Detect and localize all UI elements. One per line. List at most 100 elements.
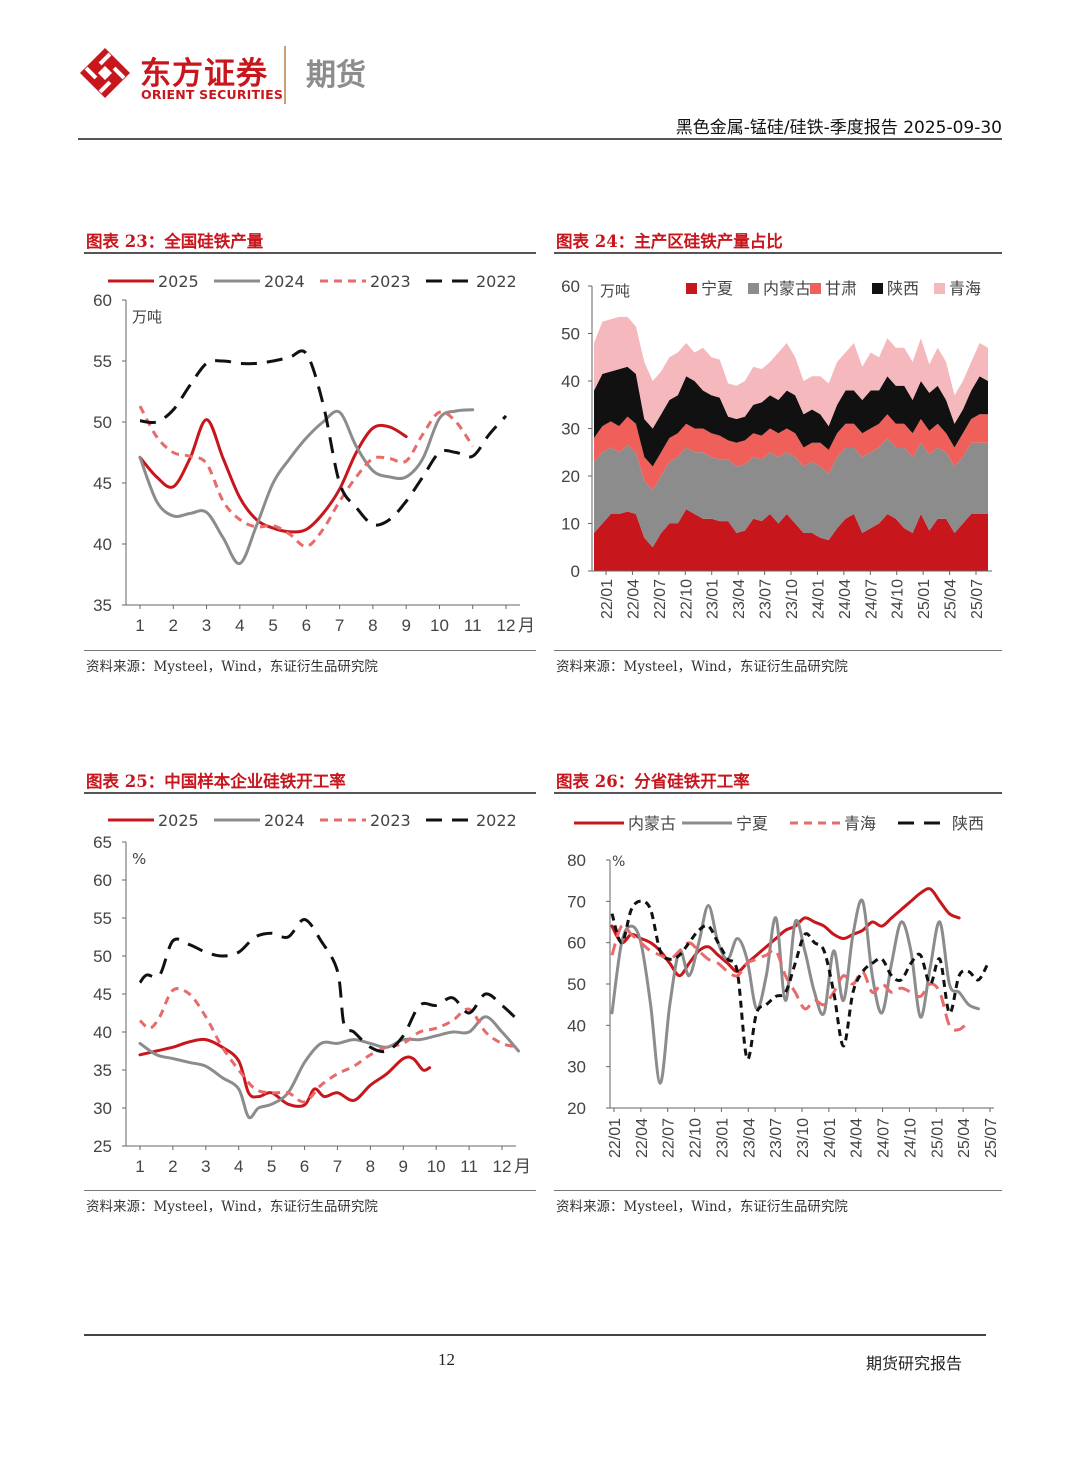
x-tick-label-0-1: 2 bbox=[169, 616, 178, 635]
y-tick-label-2-3: 40 bbox=[93, 1023, 112, 1042]
legend-label-2-3: 2022 bbox=[476, 811, 517, 830]
x-tick-label-2-9: 10 bbox=[427, 1157, 446, 1176]
stacked-area-1-3 bbox=[594, 366, 988, 467]
legend-swatch-1-4 bbox=[934, 283, 945, 294]
x-tick-label-1-5: 23/04 bbox=[731, 579, 748, 619]
legend-label-1-2: 甘肃 bbox=[825, 279, 857, 298]
figure-24-source: 资料来源：Mysteel，Wind，东证衍生品研究院 bbox=[556, 659, 848, 675]
x-tick-label-3-11: 24/10 bbox=[902, 1118, 919, 1158]
x-tick-label-3-9: 24/04 bbox=[849, 1118, 866, 1158]
x-tick-label-0-9: 10 bbox=[430, 616, 449, 635]
figure-23-bottom-rule bbox=[84, 650, 536, 651]
footer-label: 期货研究报告 bbox=[865, 1354, 962, 1373]
figure-23-source: 资料来源：Mysteel，Wind，东证衍生品研究院 bbox=[86, 659, 378, 675]
x-tick-label-1-4: 23/01 bbox=[705, 579, 722, 619]
x-tick-label-0-0: 1 bbox=[135, 616, 144, 635]
series-line-0-0 bbox=[138, 418, 408, 534]
x-tick-label-0-7: 8 bbox=[368, 616, 377, 635]
x-tick-label-1-12: 25/01 bbox=[916, 579, 933, 619]
figure-23-top-rule bbox=[84, 252, 536, 254]
x-tick-label-0-4: 5 bbox=[268, 616, 277, 635]
x-tick-label-3-0: 22/01 bbox=[607, 1118, 624, 1158]
x-tick-label-3-4: 23/01 bbox=[714, 1118, 731, 1158]
y-axis-unit-3: % bbox=[612, 854, 625, 870]
figure-24-top-rule bbox=[554, 252, 1002, 254]
legend-label-0-0: 2025 bbox=[158, 272, 199, 291]
y-tick-label-0-5: 60 bbox=[93, 291, 112, 310]
x-tick-label-2-8: 9 bbox=[399, 1157, 408, 1176]
y-tick-label-3-0: 20 bbox=[567, 1099, 586, 1118]
legend-label-1-3: 陕西 bbox=[887, 279, 919, 298]
y-tick-label-2-1: 30 bbox=[93, 1099, 112, 1118]
legend-label-3-2: 青海 bbox=[844, 814, 876, 833]
x-tick-label-1-1: 22/04 bbox=[625, 579, 642, 619]
x-tick-label-2-1: 2 bbox=[168, 1157, 177, 1176]
x-axis-unit-0: 月 bbox=[518, 616, 535, 636]
y-tick-label-3-2: 40 bbox=[567, 1016, 586, 1035]
figure-23-title: 图表 23：全国硅铁产量 bbox=[86, 232, 264, 251]
y-tick-label-3-5: 70 bbox=[567, 892, 586, 911]
x-tick-label-3-7: 23/10 bbox=[795, 1118, 812, 1158]
figure-26-title: 图表 26：分省硅铁开工率 bbox=[556, 772, 750, 791]
y-axis-unit-1: 万吨 bbox=[600, 282, 630, 300]
orient-logo-icon bbox=[80, 48, 130, 98]
y-tick-label-1-6: 60 bbox=[561, 277, 580, 296]
company-logo: 东方证券 ORIENT SECURITIES 期货 bbox=[78, 42, 378, 108]
x-tick-label-1-14: 25/07 bbox=[969, 579, 986, 619]
legend-swatch-1-1 bbox=[748, 283, 759, 294]
legend-label-0-2: 2023 bbox=[370, 272, 411, 291]
y-tick-label-2-4: 45 bbox=[93, 985, 112, 1004]
figure-26-source: 资料来源：Mysteel，Wind，东证衍生品研究院 bbox=[556, 1199, 848, 1215]
y-tick-label-3-4: 60 bbox=[567, 934, 586, 953]
x-tick-label-2-3: 4 bbox=[234, 1157, 243, 1176]
y-tick-label-0-0: 35 bbox=[93, 596, 112, 615]
x-tick-label-3-2: 22/07 bbox=[661, 1118, 678, 1158]
x-tick-label-3-6: 23/07 bbox=[768, 1118, 785, 1158]
x-tick-label-3-12: 25/01 bbox=[929, 1118, 946, 1158]
legend-label-1-4: 青海 bbox=[949, 279, 981, 298]
x-tick-label-2-5: 6 bbox=[300, 1157, 309, 1176]
y-tick-label-2-7: 60 bbox=[93, 871, 112, 890]
y-tick-label-2-5: 50 bbox=[93, 947, 112, 966]
legend-label-2-2: 2023 bbox=[370, 811, 411, 830]
legend-label-3-0: 内蒙古 bbox=[628, 814, 676, 833]
y-axis-unit-2: % bbox=[132, 850, 146, 868]
x-tick-label-2-11: 12 bbox=[493, 1157, 512, 1176]
legend-label-3-3: 陕西 bbox=[952, 814, 984, 833]
x-tick-label-3-3: 22/10 bbox=[688, 1118, 705, 1158]
y-tick-label-3-1: 30 bbox=[567, 1058, 586, 1077]
x-tick-label-0-2: 3 bbox=[202, 616, 211, 635]
x-tick-label-2-4: 5 bbox=[267, 1157, 276, 1176]
x-tick-label-3-1: 22/04 bbox=[634, 1118, 651, 1158]
x-tick-label-3-13: 25/04 bbox=[956, 1118, 973, 1158]
figure-25-bottom-rule bbox=[84, 1190, 536, 1191]
x-tick-label-2-10: 11 bbox=[460, 1157, 478, 1176]
logo-chinese-name: 东方证券 bbox=[140, 56, 268, 92]
x-tick-label-0-8: 9 bbox=[401, 616, 410, 635]
stacked-area-1-1 bbox=[594, 438, 988, 548]
logo-english-name: ORIENT SECURITIES bbox=[141, 87, 284, 102]
series-line-3-1 bbox=[610, 898, 980, 1085]
y-tick-label-3-6: 80 bbox=[567, 851, 586, 870]
x-tick-label-2-7: 8 bbox=[366, 1157, 375, 1176]
x-tick-label-1-7: 23/10 bbox=[784, 579, 801, 619]
x-tick-label-0-6: 7 bbox=[335, 616, 344, 635]
legend-label-2-0: 2025 bbox=[158, 811, 199, 830]
series-line-0-1 bbox=[138, 408, 475, 566]
y-tick-label-0-1: 40 bbox=[93, 535, 112, 554]
x-tick-label-1-10: 24/07 bbox=[863, 579, 880, 619]
series-line-2-0 bbox=[138, 1037, 432, 1108]
series-line-2-3 bbox=[138, 918, 520, 1054]
footer-divider bbox=[84, 1334, 986, 1336]
x-tick-label-3-5: 23/04 bbox=[741, 1118, 758, 1158]
x-tick-label-1-13: 25/04 bbox=[943, 579, 960, 619]
x-tick-label-1-8: 24/01 bbox=[810, 579, 827, 619]
legend-label-0-1: 2024 bbox=[264, 272, 305, 291]
y-tick-label-0-3: 50 bbox=[93, 413, 112, 432]
figure-24-title: 图表 24：主产区硅铁产量占比 bbox=[556, 232, 783, 251]
legend-label-1-0: 宁夏 bbox=[701, 279, 733, 298]
y-tick-label-2-2: 35 bbox=[93, 1061, 112, 1080]
x-tick-label-2-6: 7 bbox=[333, 1157, 342, 1176]
x-tick-label-3-14: 25/07 bbox=[983, 1118, 1000, 1158]
